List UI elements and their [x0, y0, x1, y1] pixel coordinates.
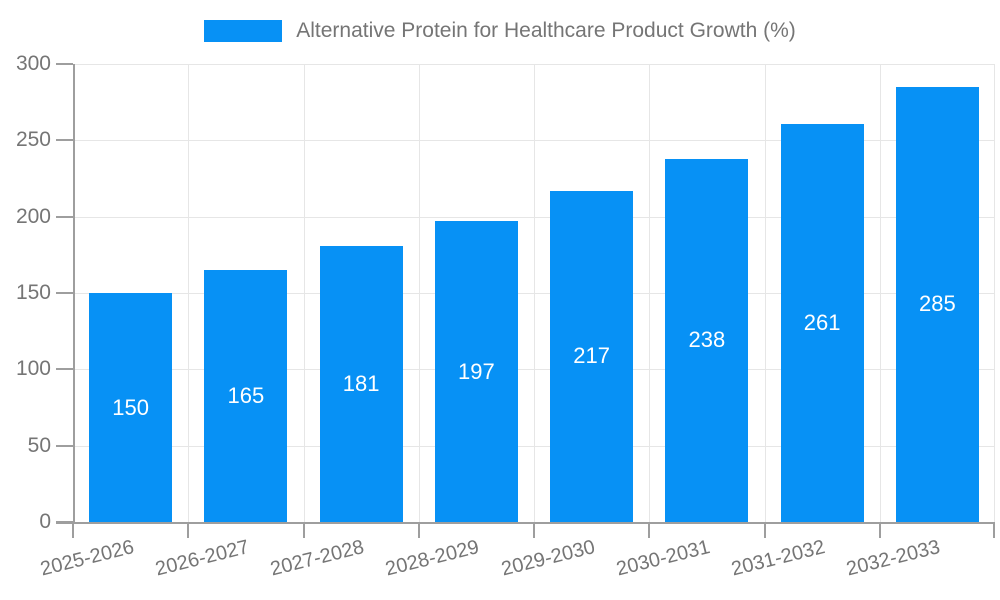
x-axis-tick [417, 524, 420, 538]
bar-value-label: 165 [227, 383, 265, 409]
y-axis-tick [56, 444, 73, 447]
gridline-vertical [649, 64, 651, 522]
legend-color-swatch [204, 20, 283, 42]
x-axis-tick [302, 524, 305, 538]
bar-value-label: 150 [112, 394, 149, 420]
plot-area: 0 50 100 150 200 250 300 150 165 181 197 217 238 261 2… [16, 52, 995, 580]
gridline-vertical [534, 64, 535, 522]
bar[interactable]: 165 [204, 270, 288, 522]
y-axis-tick [56, 215, 73, 218]
y-axis-tick-label: 0 [39, 510, 51, 533]
gridline-vertical [303, 64, 305, 522]
y-axis-line [73, 64, 75, 522]
bar-value-label: 285 [919, 291, 956, 317]
y-axis-tick [56, 63, 73, 65]
y-axis-tick [56, 139, 73, 142]
y-axis-tick-label: 200 [15, 204, 51, 228]
bar-value-label: 238 [688, 327, 726, 353]
gridline-vertical [418, 64, 420, 522]
y-axis-tick [56, 292, 73, 294]
chart-legend: Alternative Protein for Healthcare Produ… [0, 20, 1000, 42]
x-axis-tick [763, 524, 766, 538]
bar[interactable]: 261 [780, 123, 864, 522]
bar[interactable]: 181 [319, 245, 403, 522]
x-axis-line [56, 522, 995, 524]
bar[interactable]: 285 [895, 86, 979, 522]
x-axis-tick [648, 524, 651, 538]
y-axis-tick-label: 250 [15, 128, 51, 152]
bar-value-label: 181 [342, 370, 380, 396]
gridline-vertical [188, 64, 190, 522]
bar[interactable]: 197 [434, 221, 518, 522]
x-axis-tick [993, 524, 995, 538]
y-axis-tick-label: 150 [15, 281, 51, 304]
gridline-vertical [764, 64, 766, 522]
gridline-vertical [879, 64, 881, 522]
x-axis-tick [878, 524, 881, 538]
bar-value-label: 261 [803, 309, 841, 335]
bar-value-label: 217 [573, 343, 610, 369]
y-axis-tick-label: 300 [15, 52, 51, 75]
x-axis-tick [533, 524, 535, 538]
y-axis-tick-label: 50 [27, 433, 51, 457]
y-axis-tick [56, 368, 73, 371]
bar[interactable]: 238 [665, 158, 749, 522]
chart-title: Alternative Protein for Healthcare Produ… [296, 19, 796, 42]
bar-value-label: 197 [458, 358, 495, 384]
gridline-vertical [994, 64, 995, 522]
y-axis-tick-label: 100 [15, 357, 51, 381]
bar[interactable]: 150 [89, 293, 173, 522]
bar[interactable]: 217 [550, 190, 634, 522]
x-axis-tick [187, 524, 190, 538]
x-axis-tick [72, 524, 74, 538]
